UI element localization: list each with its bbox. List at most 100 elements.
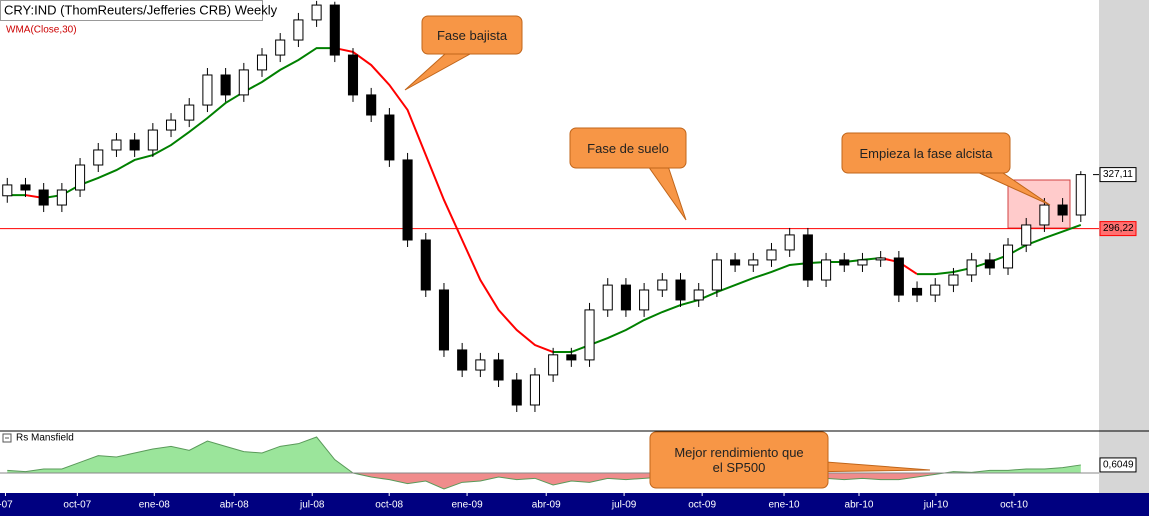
candle-body	[275, 39, 286, 56]
candle-body	[839, 259, 850, 266]
candle-body	[311, 4, 322, 21]
rs-line	[7, 436, 1081, 490]
candle-body	[566, 354, 577, 361]
candle-body	[966, 259, 977, 276]
candle-body	[147, 129, 158, 151]
candle-body	[511, 379, 522, 406]
wma-line	[43, 47, 335, 200]
x-tick-label: jul-08	[299, 500, 325, 511]
candle-body	[38, 189, 49, 206]
x-tick-label: ene-09	[452, 500, 484, 511]
price-axis-strip	[1099, 0, 1149, 493]
rs-area-positive	[7, 437, 1081, 473]
callout-box	[841, 132, 1011, 174]
candle-body	[256, 54, 268, 71]
candle-body	[693, 289, 704, 301]
candle-body	[366, 94, 377, 116]
candle-body	[184, 104, 195, 121]
x-tick-label: oct-08	[375, 500, 403, 511]
candle-body	[384, 114, 395, 161]
candle-body	[675, 279, 686, 301]
x-tick-label: jul-10	[923, 500, 949, 511]
candle-body	[984, 259, 995, 269]
price-label: 327,11	[1103, 169, 1133, 180]
candle-body	[1057, 204, 1068, 216]
callout-pointer	[404, 53, 472, 91]
candle-body	[529, 374, 540, 406]
candle-body	[438, 289, 450, 351]
x-tick-label: oct-10	[1000, 500, 1028, 511]
title-box	[0, 0, 263, 21]
candle-body	[821, 259, 832, 281]
candle-body	[75, 164, 86, 191]
callout-text: Empieza la fase alcista	[859, 145, 993, 161]
candle-body	[238, 69, 249, 96]
overlay-legend: WMA(Close,30)	[6, 25, 77, 36]
wma-line	[917, 224, 1082, 276]
plot-area: 327,11 296,22 -07 oct-07 ene-08 abr-08 jul-08 o…	[0, 0, 1137, 511]
candle-body	[1075, 174, 1086, 216]
candle-body	[329, 4, 340, 56]
panel-title: Rs Mansfield	[16, 433, 74, 444]
price-label-box	[1099, 167, 1137, 183]
candle-body	[857, 259, 868, 266]
candle-body	[602, 284, 613, 311]
value-label: 0,6049	[1103, 460, 1134, 471]
candle-body	[20, 184, 31, 191]
x-tick-label: abr-08	[220, 500, 249, 511]
candle-body	[620, 284, 631, 311]
candle-body	[202, 74, 213, 106]
candle-body	[475, 359, 486, 371]
candle-body	[457, 349, 468, 371]
candle-body	[784, 234, 795, 251]
candle-body	[165, 119, 177, 131]
candle-body	[420, 239, 431, 291]
candle-body	[93, 149, 104, 166]
callout-box	[649, 431, 829, 489]
candle-body	[2, 184, 13, 197]
candle-body	[711, 259, 722, 291]
price-label-box	[1099, 221, 1137, 237]
time-axis-bar	[0, 493, 1149, 516]
candle-body	[1021, 224, 1032, 246]
candle-body	[493, 359, 504, 381]
candle-body	[220, 74, 231, 96]
callout-box	[421, 15, 523, 55]
price-label: 296,22	[1103, 223, 1134, 234]
candle-body	[748, 259, 759, 266]
callout-text: Fase bajista	[436, 27, 508, 43]
x-tick-label: -07	[0, 500, 13, 511]
candle-body	[911, 287, 923, 296]
candle-body	[111, 139, 122, 151]
candle-body	[402, 159, 413, 241]
value-label-box	[1099, 457, 1137, 473]
candle-body	[1002, 244, 1014, 269]
candle-body	[893, 257, 904, 296]
callout-text: Mejor rendimiento que el SP500	[674, 445, 804, 475]
x-tick-label: ene-10	[768, 500, 800, 511]
candle-body	[730, 259, 741, 266]
x-tick-label: abr-09	[532, 500, 561, 511]
candle-body	[639, 289, 650, 311]
candle-body	[584, 309, 595, 361]
candle-body	[347, 54, 359, 96]
candle-body	[548, 354, 559, 376]
x-tick-label: ene-08	[139, 500, 171, 511]
candle-body	[766, 249, 777, 261]
x-tick-label: oct-09	[688, 500, 716, 511]
x-tick-label: abr-10	[845, 500, 874, 511]
callout-text: Fase de suelo	[587, 140, 669, 156]
candle-body	[875, 257, 886, 261]
callout-pointer	[647, 165, 687, 221]
x-tick-label: oct-07	[63, 500, 91, 511]
candle-body	[1039, 204, 1050, 226]
chart-title: CRY:IND (ThomReuters/Jefferies CRB) Week…	[4, 2, 278, 17]
candle-body	[802, 234, 813, 281]
candle-body	[930, 284, 941, 296]
candle-body	[129, 139, 140, 151]
callout-box	[569, 127, 687, 169]
candle-body	[56, 189, 67, 206]
x-tick-label: jul-09	[611, 500, 637, 511]
candle-body	[948, 274, 959, 286]
